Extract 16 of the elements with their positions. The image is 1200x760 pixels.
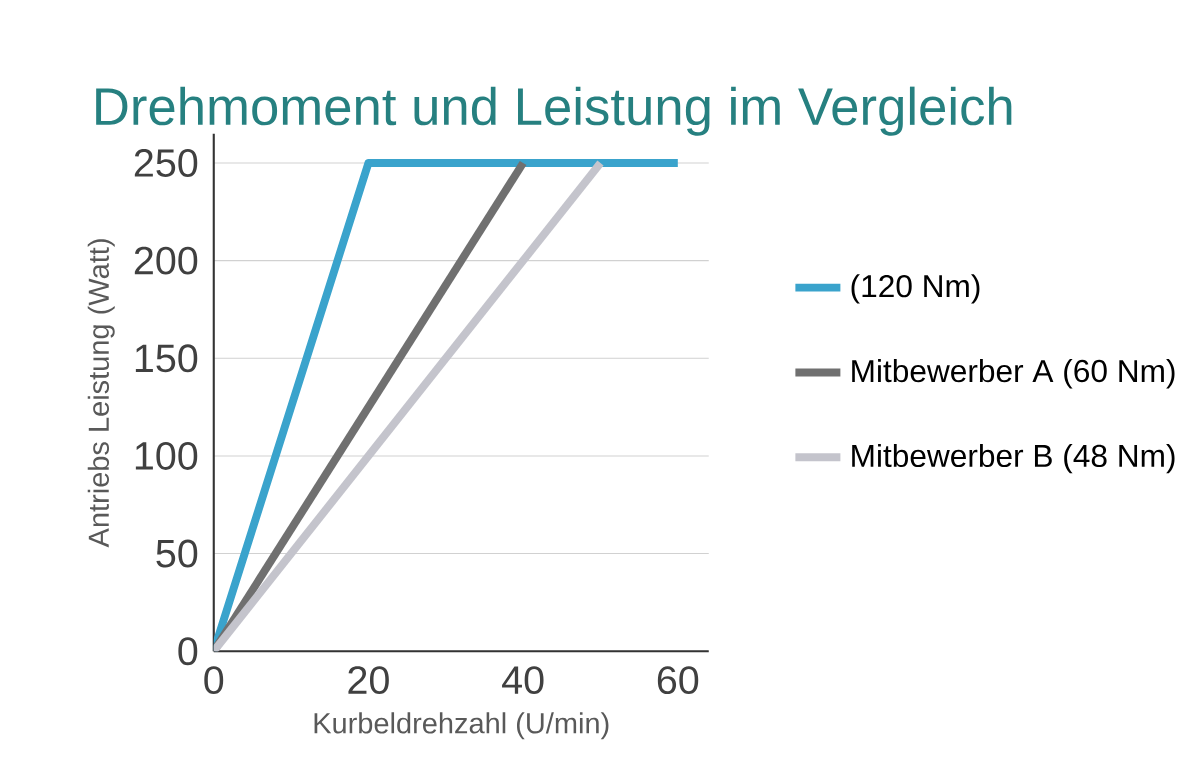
legend-label: Mitbewerber B (48 Nm) xyxy=(852,443,1175,474)
legend-label: Mitbewerber A (60 Nm) xyxy=(852,359,1175,389)
y-tick-label: 250 xyxy=(134,149,198,177)
y-tick-label: 0 xyxy=(178,637,198,666)
x-tick-label: 40 xyxy=(502,666,544,695)
x-tick-label: 0 xyxy=(204,666,224,695)
x-tick-label: 20 xyxy=(348,666,389,695)
y-axis-title: Antriebs Leistung (Watt) xyxy=(87,239,115,548)
y-tick-label: 200 xyxy=(134,246,198,275)
legend-label: (120 Nm) xyxy=(851,274,980,304)
chart-title: Drehmoment und Leistung im Vergleich xyxy=(96,86,1012,136)
y-tick-label: 150 xyxy=(135,344,198,373)
x-axis-title: Kurbeldrehzahl (U/min) xyxy=(314,712,609,740)
y-tick-label: 100 xyxy=(135,441,198,470)
x-tick-label: 60 xyxy=(657,666,699,695)
y-tick-label: 50 xyxy=(156,539,198,568)
